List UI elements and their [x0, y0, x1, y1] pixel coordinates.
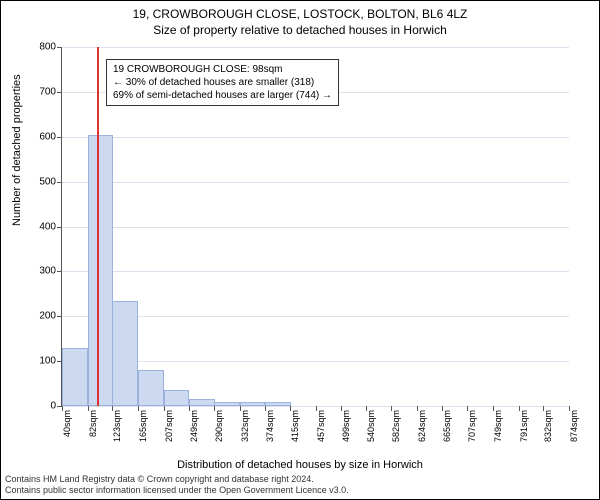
x-tick-label: 832sqm [543, 410, 545, 442]
y-tick-label: 100 [26, 356, 56, 367]
y-tick-label: 300 [26, 266, 56, 277]
x-tick-label: 540sqm [366, 410, 368, 442]
x-tick-label: 582sqm [391, 410, 393, 442]
histogram-bar [62, 348, 88, 406]
y-tick-label: 400 [26, 221, 56, 232]
x-tick-label: 665sqm [442, 410, 444, 442]
y-tick-label: 700 [26, 86, 56, 97]
footer-attribution: Contains HM Land Registry data © Crown c… [5, 474, 349, 496]
grid-line [62, 47, 569, 48]
y-tick-mark [57, 271, 62, 272]
x-tick-mark [214, 406, 215, 411]
x-tick-mark [88, 406, 89, 411]
y-tick-mark [57, 137, 62, 138]
y-tick-mark [57, 92, 62, 93]
x-tick-mark [62, 406, 63, 411]
y-tick-mark [57, 227, 62, 228]
plot-area: 010020030040050060070080040sqm82sqm123sq… [61, 47, 569, 407]
x-tick-label: 332sqm [240, 410, 242, 442]
x-tick-label: 874sqm [569, 410, 571, 442]
y-tick-label: 600 [26, 131, 56, 142]
y-tick-label: 500 [26, 176, 56, 187]
y-tick-mark [57, 316, 62, 317]
x-tick-label: 290sqm [214, 410, 216, 442]
x-tick-mark [316, 406, 317, 411]
chart-title-address: 19, CROWBOROUGH CLOSE, LOSTOCK, BOLTON, … [1, 7, 599, 21]
y-tick-mark [57, 182, 62, 183]
x-tick-label: 82sqm [88, 410, 90, 437]
x-tick-label: 40sqm [62, 410, 64, 437]
x-tick-label: 749sqm [493, 410, 495, 442]
info-box-line1: 19 CROWBOROUGH CLOSE: 98sqm [113, 63, 332, 76]
x-tick-label: 207sqm [164, 410, 166, 442]
x-tick-label: 374sqm [265, 410, 267, 442]
x-tick-label: 707sqm [467, 410, 469, 442]
x-tick-mark [240, 406, 241, 411]
grid-line [62, 361, 569, 362]
x-tick-mark [467, 406, 468, 411]
grid-line [62, 316, 569, 317]
x-tick-mark [543, 406, 544, 411]
x-tick-label: 415sqm [290, 410, 292, 442]
x-tick-mark [569, 406, 570, 411]
chart-subtitle: Size of property relative to detached ho… [1, 23, 599, 37]
x-tick-label: 499sqm [341, 410, 343, 442]
y-tick-mark [57, 47, 62, 48]
x-axis-label: Distribution of detached houses by size … [1, 459, 599, 471]
x-tick-mark [290, 406, 291, 411]
x-tick-label: 791sqm [519, 410, 521, 442]
x-tick-mark [265, 406, 266, 411]
x-tick-mark [442, 406, 443, 411]
info-box-line2: ← 30% of detached houses are smaller (31… [113, 76, 332, 89]
info-box: 19 CROWBOROUGH CLOSE: 98sqm← 30% of deta… [106, 59, 339, 106]
x-tick-mark [366, 406, 367, 411]
x-tick-label: 624sqm [417, 410, 419, 442]
x-tick-label: 165sqm [138, 410, 140, 442]
x-tick-mark [391, 406, 392, 411]
histogram-bar [189, 399, 215, 406]
x-tick-mark [138, 406, 139, 411]
histogram-bar [112, 301, 138, 406]
histogram-bar [164, 390, 190, 406]
x-tick-mark [189, 406, 190, 411]
x-tick-label: 123sqm [112, 410, 114, 442]
x-tick-mark [341, 406, 342, 411]
histogram-bar [265, 402, 291, 406]
histogram-bar [240, 402, 266, 406]
y-axis-label: Number of detached properties [11, 74, 23, 226]
y-tick-label: 800 [26, 42, 56, 53]
x-tick-mark [493, 406, 494, 411]
footer-line1: Contains HM Land Registry data © Crown c… [5, 474, 349, 485]
grid-line [62, 271, 569, 272]
x-tick-mark [112, 406, 113, 411]
grid-line [62, 137, 569, 138]
footer-line2: Contains public sector information licen… [5, 485, 349, 496]
y-tick-label: 0 [26, 401, 56, 412]
grid-line [62, 182, 569, 183]
x-tick-label: 457sqm [316, 410, 318, 442]
grid-line [62, 227, 569, 228]
chart-area: 010020030040050060070080040sqm82sqm123sq… [61, 47, 569, 407]
x-tick-mark [164, 406, 165, 411]
x-tick-mark [417, 406, 418, 411]
property-marker-line [97, 47, 99, 406]
histogram-bar [214, 402, 240, 406]
chart-container: { "title_line1": "19, CROWBOROUGH CLOSE,… [0, 0, 600, 500]
info-box-line3: 69% of semi-detached houses are larger (… [113, 89, 332, 102]
x-tick-mark [519, 406, 520, 411]
histogram-bar [138, 370, 164, 406]
x-tick-label: 249sqm [189, 410, 191, 442]
y-tick-label: 200 [26, 311, 56, 322]
histogram-bar [88, 135, 114, 406]
